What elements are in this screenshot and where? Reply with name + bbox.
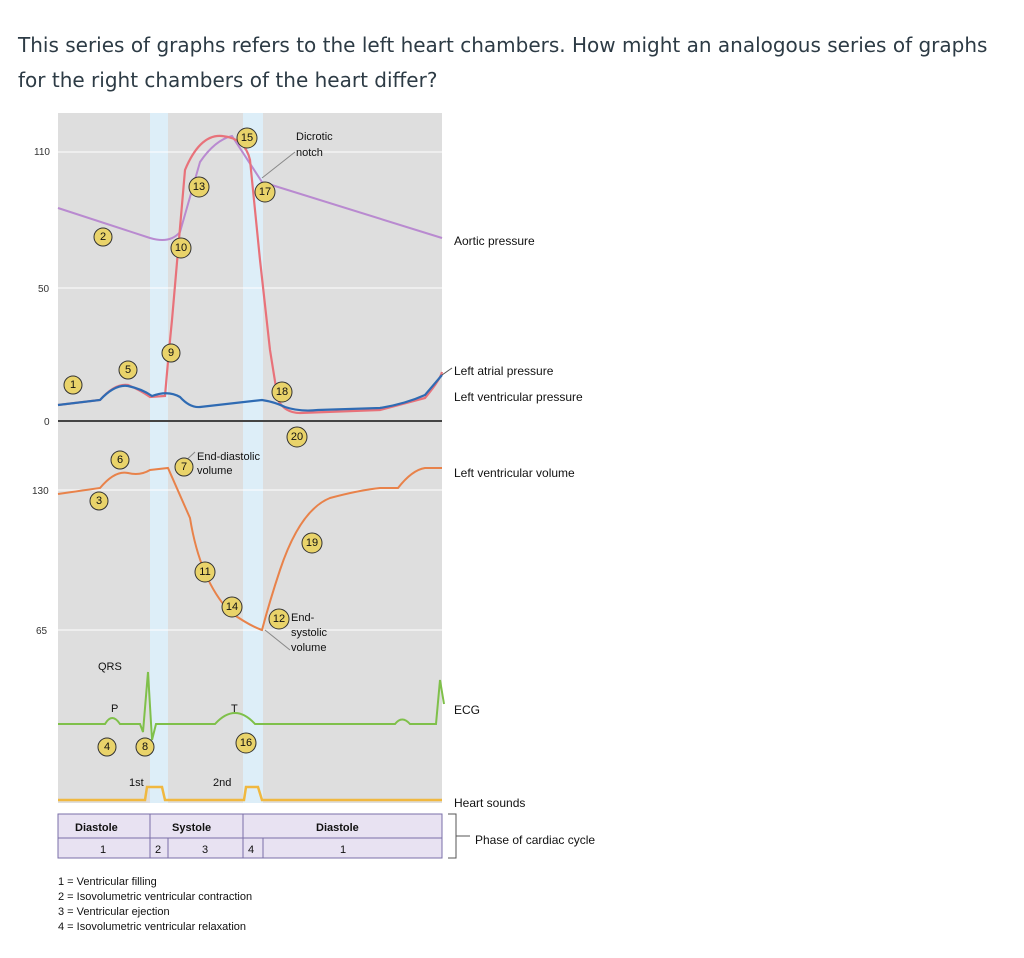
heart-sounds-label: Heart sounds	[454, 796, 525, 810]
phase-num-1-right: 1	[340, 844, 346, 856]
svg-text:15: 15	[241, 132, 253, 144]
svg-text:20: 20	[291, 431, 303, 443]
end-systolic-pointer	[264, 629, 291, 651]
marker-16: 16	[235, 732, 257, 754]
phase-num-2: 2	[155, 844, 161, 856]
marker-17: 17	[254, 181, 276, 203]
phase-diastole-right: Diastole	[316, 822, 359, 834]
second-heart-sound-label: 2nd	[213, 777, 231, 789]
end-diastolic-label-line1: End-diastolic	[197, 451, 260, 463]
dicrotic-label-line1: Dicrotic	[296, 131, 333, 143]
svg-text:7: 7	[181, 461, 187, 473]
ytick-0: 0	[44, 417, 50, 428]
legend-item-4: 4 = Isovolumetric ventricular relaxation	[58, 921, 246, 933]
phase-num-3: 3	[202, 844, 208, 856]
svg-text:3: 3	[96, 495, 102, 507]
phase-bar-bottom	[57, 837, 443, 859]
phase-bracket	[448, 813, 470, 859]
svg-text:18: 18	[276, 386, 288, 398]
svg-text:19: 19	[306, 537, 318, 549]
phase-num-1-left: 1	[100, 844, 106, 856]
ecg-label: ECG	[454, 703, 480, 717]
phase-diastole-left: Diastole	[75, 822, 118, 834]
marker-10: 10	[170, 237, 192, 259]
svg-text:17: 17	[259, 186, 271, 198]
marker-9: 9	[161, 343, 181, 363]
svg-text:6: 6	[117, 454, 123, 466]
marker-7: 7	[174, 457, 194, 477]
left-ventricular-pressure-label: Left ventricular pressure	[454, 390, 583, 404]
marker-12: 12	[268, 608, 290, 630]
phase-systole: Systole	[172, 822, 211, 834]
qrs-label: QRS	[98, 661, 122, 673]
phase-of-cycle-label: Phase of cardiac cycle	[475, 833, 595, 847]
heart-sounds-trace	[58, 785, 442, 802]
marker-19: 19	[301, 532, 323, 554]
svg-text:1: 1	[70, 379, 76, 391]
dicrotic-label-line2: notch	[296, 147, 323, 159]
marker-15: 15	[236, 127, 258, 149]
marker-1: 1	[63, 375, 83, 395]
svg-text:5: 5	[125, 364, 131, 376]
svg-text:8: 8	[142, 741, 148, 753]
end-systolic-label-line2: systolic	[291, 627, 328, 639]
marker-14: 14	[221, 596, 243, 618]
end-diastolic-label-line2: volume	[197, 465, 232, 477]
marker-3: 3	[89, 491, 109, 511]
atrial-label-pointer	[441, 367, 453, 376]
marker-4: 4	[97, 737, 117, 757]
end-systolic-label-line1: End-	[291, 612, 315, 624]
legend-item-1: 1 = Ventricular filling	[58, 876, 157, 888]
svg-text:11: 11	[199, 566, 210, 578]
marker-20: 20	[286, 426, 308, 448]
svg-text:14: 14	[226, 601, 238, 613]
svg-text:13: 13	[193, 181, 205, 193]
ytick-65: 65	[36, 626, 48, 637]
left-atrial-pressure-label: Left atrial pressure	[454, 364, 554, 378]
marker-8: 8	[135, 737, 155, 757]
marker-13: 13	[188, 176, 210, 198]
ytick-110: 110	[34, 147, 50, 158]
legend-item-2: 2 = Isovolumetric ventricular contractio…	[58, 891, 252, 903]
t-wave-label: T	[231, 703, 238, 715]
marker-11: 11	[194, 561, 216, 583]
left-atrial-pressure-curve	[57, 374, 443, 412]
svg-text:12: 12	[273, 613, 285, 625]
marker-6: 6	[110, 450, 130, 470]
ecg-trace	[58, 671, 445, 741]
marker-18: 18	[271, 381, 293, 403]
ytick-130: 130	[32, 486, 49, 497]
phase-num-4: 4	[248, 844, 254, 856]
svg-text:16: 16	[240, 737, 252, 749]
end-systolic-label-line3: volume	[291, 642, 326, 654]
ytick-50: 50	[38, 284, 50, 295]
dicrotic-notch-pointer	[261, 151, 296, 179]
question-text: This series of graphs refers to the left…	[18, 33, 988, 92]
legend-item-3: 3 = Ventricular ejection	[58, 906, 170, 918]
phase-bar: Diastole Systole Diastole 1 2 3 4 1	[57, 813, 443, 859]
p-wave-label: P	[111, 703, 118, 715]
aortic-pressure-label: Aortic pressure	[454, 234, 535, 248]
svg-text:2: 2	[100, 231, 106, 243]
svg-text:10: 10	[175, 242, 187, 254]
svg-text:9: 9	[168, 347, 174, 359]
left-ventricular-volume-label: Left ventricular volume	[454, 466, 575, 480]
marker-5: 5	[118, 360, 138, 380]
first-heart-sound-label: 1st	[129, 777, 144, 789]
svg-text:4: 4	[104, 741, 110, 753]
isovolumetric-contraction-band	[150, 113, 168, 803]
left-ventricular-volume-curve	[57, 466, 442, 632]
marker-2: 2	[93, 227, 113, 247]
